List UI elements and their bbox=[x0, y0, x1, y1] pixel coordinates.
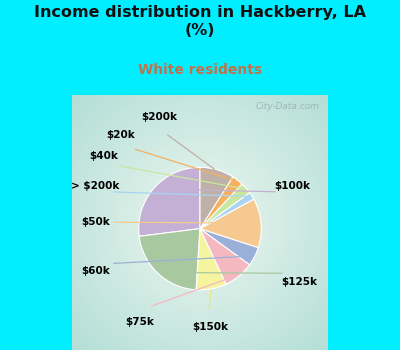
Text: > $200k: > $200k bbox=[71, 182, 120, 191]
Text: $40k: $40k bbox=[90, 151, 119, 161]
Wedge shape bbox=[196, 229, 226, 290]
Text: $150k: $150k bbox=[192, 322, 228, 332]
Wedge shape bbox=[139, 167, 200, 236]
Wedge shape bbox=[200, 229, 250, 284]
Text: City-Data.com: City-Data.com bbox=[256, 102, 320, 111]
Wedge shape bbox=[200, 193, 254, 229]
Text: White residents: White residents bbox=[138, 63, 262, 77]
Text: $20k: $20k bbox=[106, 131, 135, 140]
Text: $75k: $75k bbox=[126, 317, 154, 327]
Wedge shape bbox=[200, 184, 250, 229]
Text: $50k: $50k bbox=[81, 217, 110, 227]
Text: $60k: $60k bbox=[81, 266, 110, 276]
Text: Income distribution in Hackberry, LA
(%): Income distribution in Hackberry, LA (%) bbox=[34, 5, 366, 38]
Text: $100k: $100k bbox=[274, 182, 310, 191]
Wedge shape bbox=[200, 177, 242, 229]
Wedge shape bbox=[139, 229, 200, 290]
Text: $125k: $125k bbox=[282, 277, 318, 287]
Wedge shape bbox=[200, 199, 261, 247]
Wedge shape bbox=[200, 167, 233, 229]
Text: $200k: $200k bbox=[141, 112, 177, 122]
Wedge shape bbox=[200, 229, 258, 265]
